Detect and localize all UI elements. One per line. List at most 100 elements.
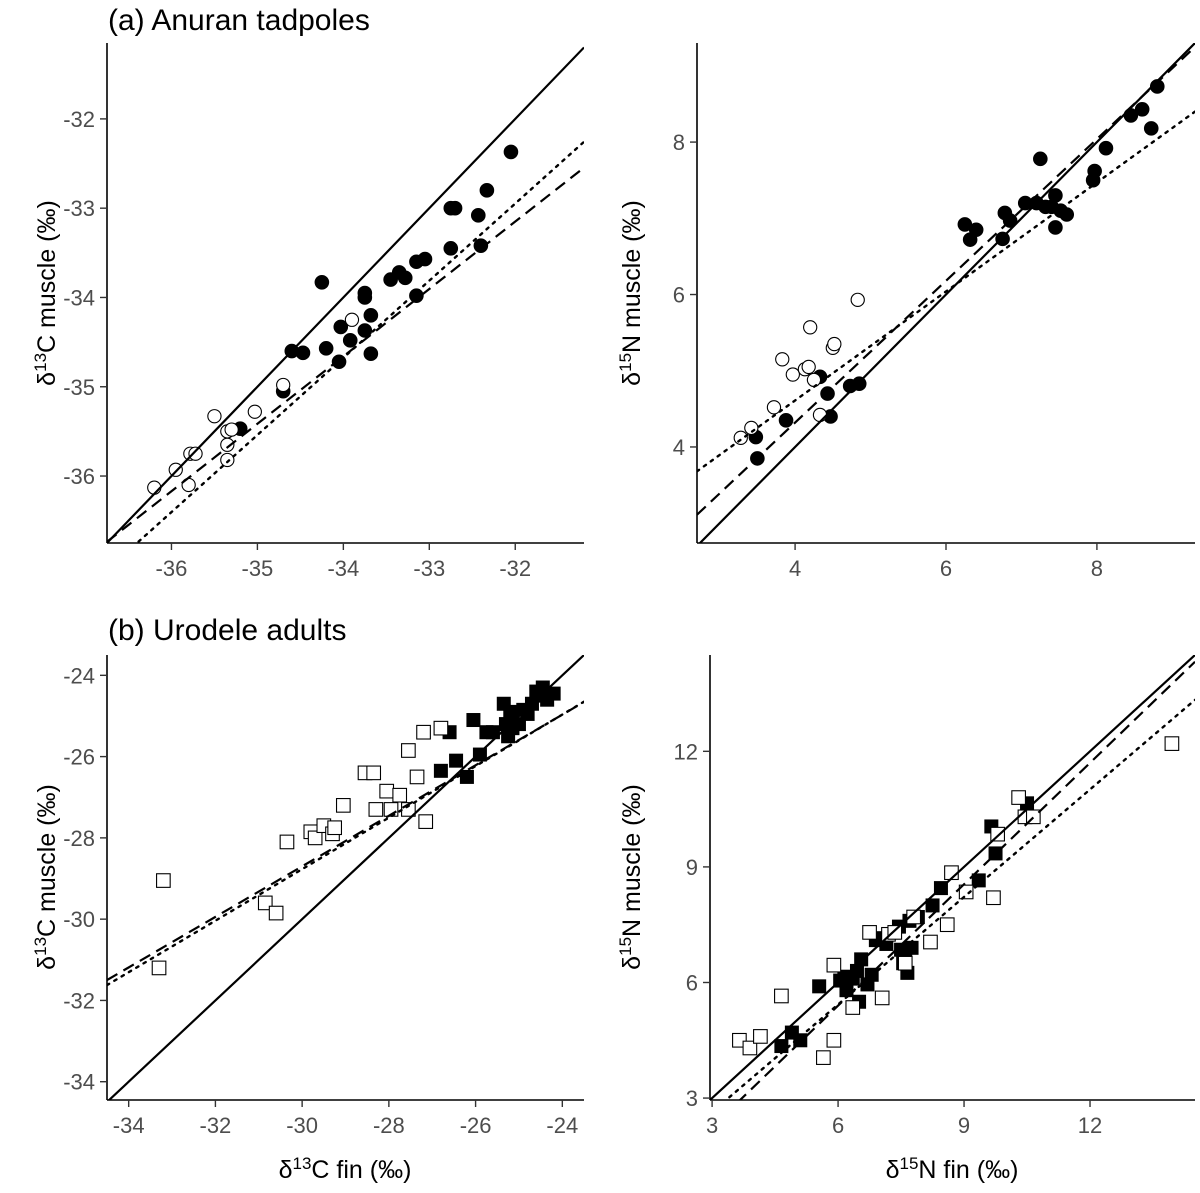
open-point xyxy=(733,430,748,445)
open-point xyxy=(433,720,449,736)
open-point xyxy=(742,1040,758,1056)
x-tick-label: 6 xyxy=(832,1113,844,1138)
open-point xyxy=(368,802,384,817)
open-point xyxy=(826,1032,842,1048)
filled-point xyxy=(417,251,433,267)
x-tick-label: -32 xyxy=(200,1113,232,1138)
dotted-line xyxy=(724,698,1195,1100)
filled-point xyxy=(1098,140,1114,156)
x-tick-label: 3 xyxy=(706,1113,718,1138)
open-point xyxy=(906,909,922,925)
open-point xyxy=(335,798,351,813)
filled-point xyxy=(812,979,827,994)
y-tick-label: -36 xyxy=(63,464,95,489)
x-tick-label: -32 xyxy=(499,556,531,581)
filled-point xyxy=(363,308,379,323)
x-tick-label: -24 xyxy=(546,1113,578,1138)
filled-point xyxy=(295,345,311,361)
y-tick-label: 12 xyxy=(674,739,698,764)
y-tick-label: -28 xyxy=(63,826,95,851)
y-tick-label: 9 xyxy=(686,855,698,880)
dashed-line xyxy=(107,166,584,543)
panel-a-nitrogen: 4 6 8 4 6 8 δ15N muscle (‰) xyxy=(616,43,1195,581)
filled-point xyxy=(443,241,459,256)
filled-point xyxy=(447,200,463,216)
y-tick-label: -30 xyxy=(63,907,95,932)
open-point xyxy=(279,834,295,850)
open-point xyxy=(923,934,938,950)
dotted-line xyxy=(135,140,584,543)
y-tick-label: -24 xyxy=(63,663,95,688)
fit-lines xyxy=(710,655,1195,1100)
open-point xyxy=(379,783,395,799)
open-point xyxy=(774,988,789,1004)
filled-point xyxy=(854,952,869,967)
open-point xyxy=(806,372,822,388)
filled-point xyxy=(503,704,518,719)
x-tick-label: 4 xyxy=(789,556,801,581)
solid-line xyxy=(107,46,584,543)
filled-point xyxy=(449,753,464,768)
x-tick-label: 8 xyxy=(1091,556,1103,581)
open-point xyxy=(827,336,842,352)
open-point xyxy=(207,409,222,424)
open-point xyxy=(307,830,323,846)
filled-point xyxy=(466,713,481,728)
filled-point xyxy=(971,873,986,888)
filled-point xyxy=(778,412,794,428)
y-tick-label: -32 xyxy=(63,107,95,132)
x-tick-label: -34 xyxy=(327,556,359,581)
x-axis-title-b-carbon: δ13C fin (‰) xyxy=(279,1154,412,1185)
open-point xyxy=(812,407,828,423)
y-axis-title-b-carbon: δ13C muscle (‰) xyxy=(31,784,62,970)
open-point xyxy=(156,873,171,888)
open-series xyxy=(147,312,360,495)
filled-point xyxy=(470,208,486,223)
x-tick-label: -36 xyxy=(156,556,188,581)
open-point xyxy=(850,292,865,308)
solid-line xyxy=(710,655,1195,1100)
y-tick-label: 8 xyxy=(673,130,685,155)
open-point xyxy=(862,925,877,940)
panel-b-nitrogen: 3 6 9 12 3 6 9 12 δ15N muscle (‰) δ15N fin (‰) xyxy=(616,655,1195,1184)
open-point xyxy=(220,452,235,468)
filled-point xyxy=(1033,151,1048,167)
filled-point xyxy=(363,346,379,362)
dashed-line xyxy=(697,46,1195,516)
panel-a-nitrogen-marks: 4 6 8 4 6 8 xyxy=(673,43,1195,581)
filled-point xyxy=(774,1039,789,1054)
solid-line xyxy=(698,43,1195,543)
open-point xyxy=(416,724,431,740)
filled-point xyxy=(314,274,330,290)
y-axis-title-a-carbon: δ13C muscle (‰) xyxy=(31,200,62,386)
panel-b-carbon: -34 -32 -30 -28 -26 -24 -34 -32 -30 -28 -26 -24 δ13… xyxy=(31,655,584,1185)
x-tick-label: 12 xyxy=(1078,1113,1102,1138)
dotted-line xyxy=(697,110,1195,473)
filled-point xyxy=(503,144,519,160)
filled-point xyxy=(1143,121,1159,136)
y-tick-label: 6 xyxy=(673,283,685,308)
filled-series xyxy=(232,144,519,437)
y-tick-label: 3 xyxy=(686,1086,698,1111)
open-point xyxy=(874,990,890,1006)
y-axis-title-a-nitrogen: δ15N muscle (‰) xyxy=(616,200,647,386)
row-title-a: (a) Anuran tadpoles xyxy=(108,4,370,37)
open-series xyxy=(733,292,865,445)
dotted-line xyxy=(107,700,584,987)
open-point xyxy=(409,769,425,785)
open-series xyxy=(151,720,449,976)
filled-point xyxy=(318,341,334,356)
open-series xyxy=(732,736,1180,1065)
filled-point xyxy=(357,323,373,338)
row-title-b: (b) Urodele adults xyxy=(108,614,346,647)
y-axis-title-b-nitrogen: δ15N muscle (‰) xyxy=(616,784,647,970)
open-point xyxy=(958,884,974,900)
filled-series xyxy=(433,680,561,784)
open-point xyxy=(392,787,408,803)
open-point xyxy=(990,826,1005,842)
fit-lines xyxy=(107,46,584,543)
dashed-line xyxy=(107,701,584,982)
y-tick-label: -34 xyxy=(63,1070,95,1095)
open-point xyxy=(803,320,818,335)
open-point xyxy=(257,895,273,911)
